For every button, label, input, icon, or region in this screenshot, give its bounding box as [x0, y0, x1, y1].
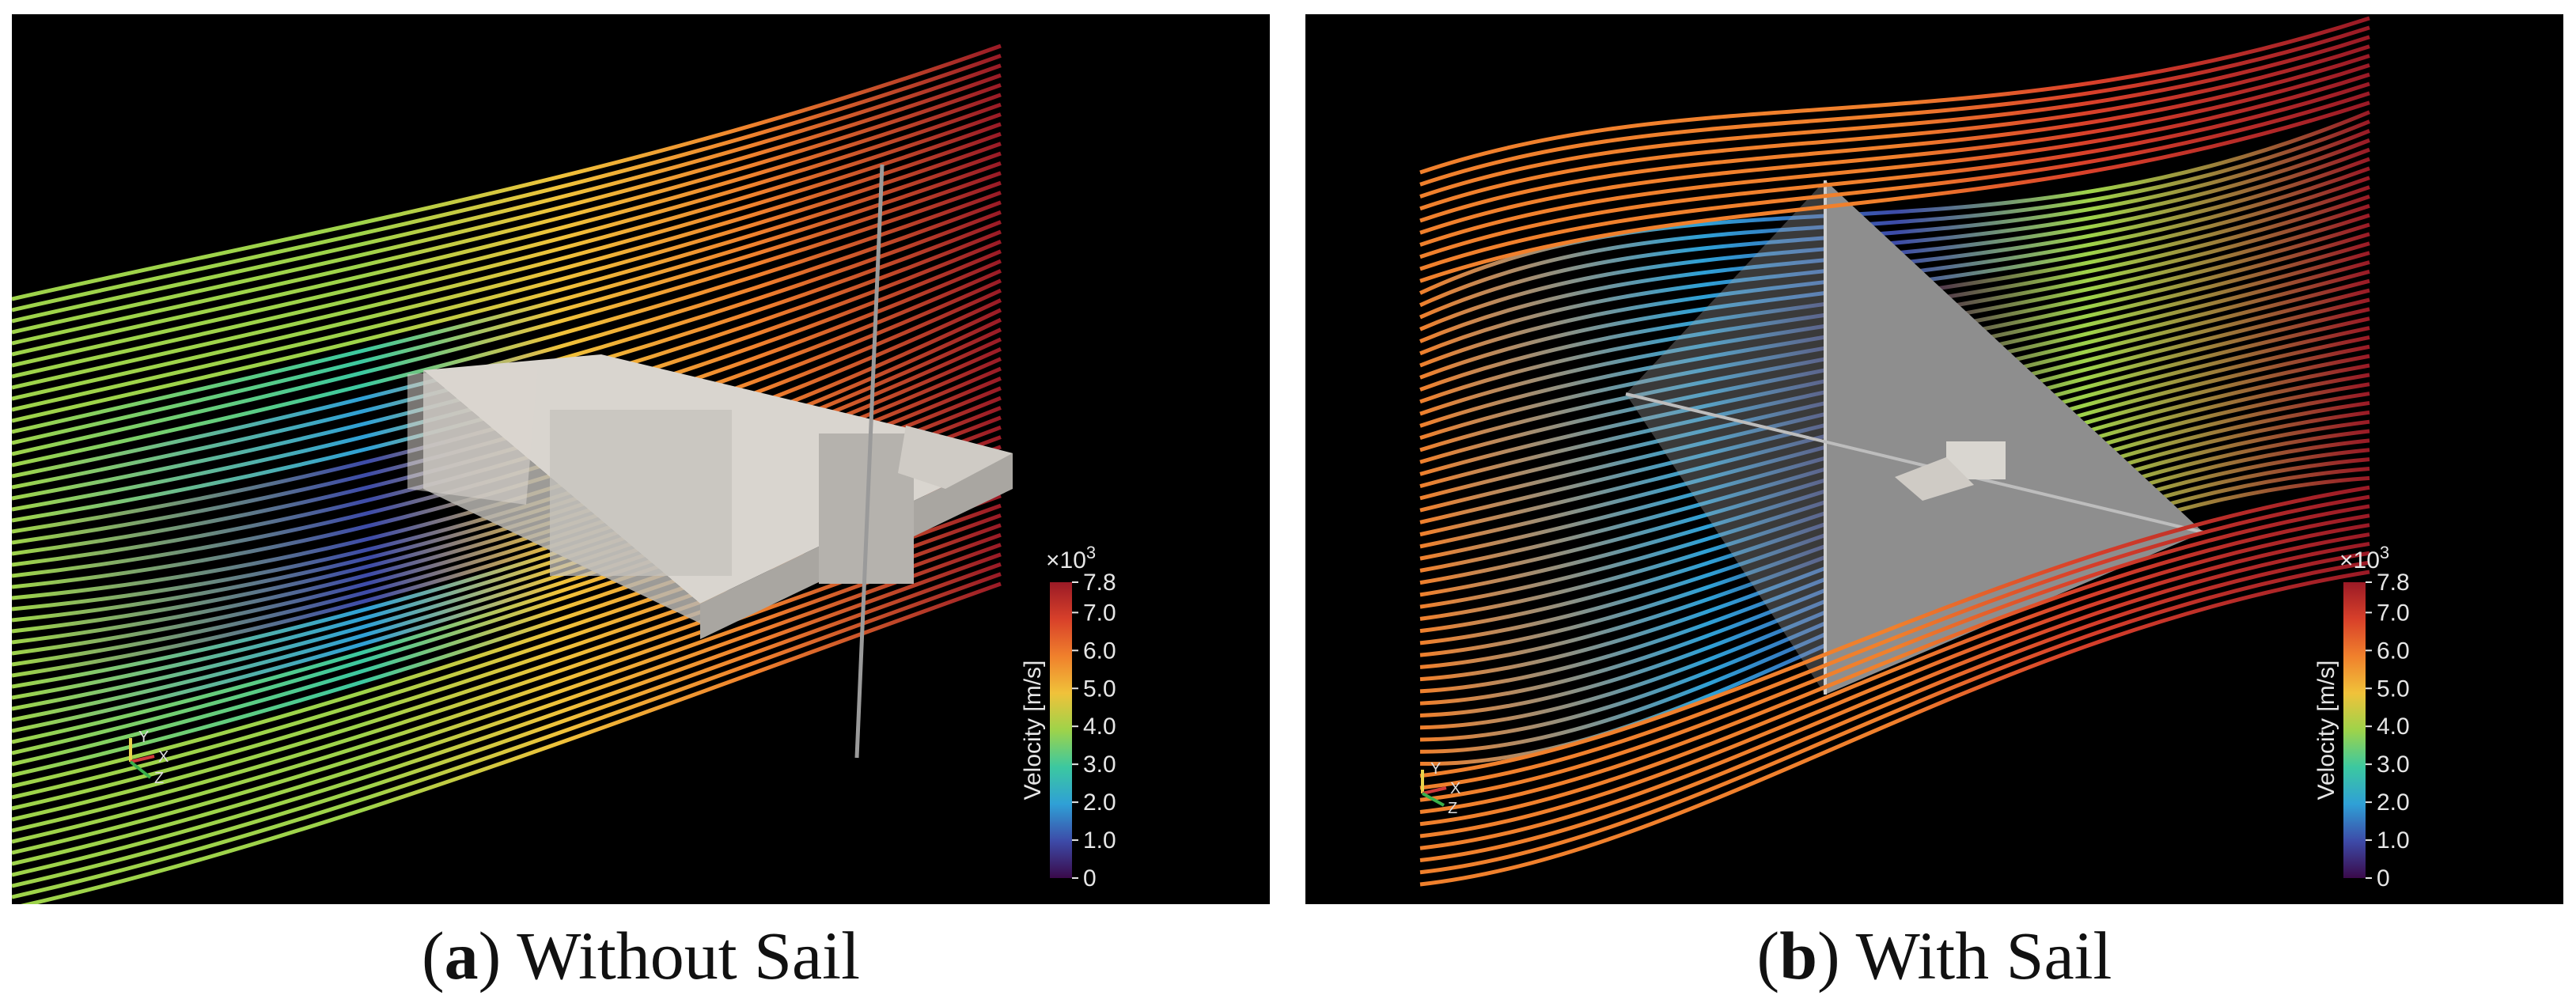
axis-x-label: X [158, 748, 169, 766]
streamline [12, 543, 1002, 866]
colorbar-tick-label: 4.0 [2377, 714, 2410, 740]
panel-b-with-sail: ×103 7.8 7.0 6.0 5.0 4.0 3.0 2.0 1.0 0 Velocity [m… [1305, 14, 2563, 904]
streamline [12, 161, 1002, 434]
axis-y-label: Y [138, 729, 149, 746]
streamline [1419, 513, 2370, 814]
streamline [1419, 523, 2370, 827]
axis-x-label: X [1450, 780, 1460, 797]
streamline [12, 337, 1002, 634]
caption-b-letter: b [1779, 918, 1818, 994]
streamline [12, 142, 1002, 412]
streamline [12, 63, 1002, 324]
streamline [12, 552, 1002, 877]
streamline [1419, 62, 2370, 235]
colorbar-tick-label: 3.0 [2377, 751, 2410, 778]
colorbar-title: Velocity [m/s] [2313, 661, 2339, 801]
streamline [12, 151, 1002, 423]
streamline [1419, 81, 2370, 259]
colorbar-tick-label: 3.0 [1083, 751, 1116, 778]
streamline [12, 93, 1002, 357]
streamline [1419, 91, 2370, 271]
streamline [1419, 570, 2370, 887]
streamline [1419, 494, 2370, 790]
colorbar-tick-label: 6.0 [1083, 638, 1116, 664]
colorbar-tick-label: 2.0 [1083, 789, 1116, 816]
colorbar-tick-label: 2.0 [2377, 789, 2410, 816]
colorbar-tick-label: 0 [1083, 865, 1097, 892]
colorbar-gradient [2343, 582, 2366, 878]
cubesat-body [407, 164, 1013, 759]
caption-a-letter: a [444, 918, 479, 994]
colorbar-tick-label: 7.0 [2377, 600, 2410, 626]
drag-sail [1625, 180, 2204, 695]
caption-b: (b) With Sail [1756, 918, 2112, 994]
streamline [12, 73, 1002, 335]
caption-b-text: With Sail [1855, 918, 2112, 994]
streamline [12, 83, 1002, 346]
streamline [1419, 72, 2370, 247]
streamline [12, 327, 1002, 623]
streamline [12, 532, 1002, 855]
streamline [1419, 100, 2370, 283]
streamline [12, 180, 1002, 456]
streamline [1419, 560, 2370, 875]
streamline [12, 44, 1002, 301]
streamline [12, 131, 1002, 401]
streamline [1419, 54, 2370, 223]
streamline [1419, 551, 2370, 862]
streamline [12, 191, 1002, 468]
streamline [1419, 532, 2370, 839]
colorbar-tick-label: 5.0 [2377, 676, 2410, 702]
colorbar-tick-label: 6.0 [2377, 638, 2410, 664]
axis-y-label: Y [1430, 760, 1441, 778]
axis-z-label: Z [154, 770, 164, 787]
streamline [12, 562, 1002, 888]
colorbar-tick-label: 1.0 [1083, 827, 1116, 854]
colorbar-multiplier: ×103 [1046, 543, 1096, 574]
streamline [1419, 44, 2370, 211]
streamline [12, 122, 1002, 390]
colorbar-tick-label: 7.8 [2377, 570, 2410, 596]
streamline [12, 54, 1002, 312]
streamline [12, 112, 1002, 379]
axis-z-label: Z [1448, 800, 1457, 817]
streamline [20, 581, 1002, 904]
streamline [1419, 25, 2370, 187]
streamline [12, 171, 1002, 445]
streamline [1419, 16, 2370, 175]
streamline [1419, 504, 2370, 802]
colorbar-tick-label: 7.0 [1083, 600, 1116, 626]
streamline [1419, 35, 2370, 199]
colorbar-tick-label: 0 [2377, 865, 2390, 892]
axes-triad-b: Y X Z [1421, 760, 1460, 817]
caption-a: (a) Without Sail [422, 918, 860, 994]
streamline [12, 572, 1002, 899]
streamlines-b-front [1419, 16, 2370, 887]
colorbar-tick-label: 5.0 [1083, 676, 1116, 702]
antenna [854, 164, 885, 759]
colorbar-title: Velocity [m/s] [1020, 661, 1046, 801]
axes-triad-a: Y X Z [129, 729, 169, 787]
colorbar-tick-label: 7.8 [1083, 570, 1116, 596]
panel-a-without-sail: ×103 7.8 7.0 6.0 5.0 4.0 3.0 2.0 1.0 0 Velocity [m… [12, 14, 1270, 904]
streamline [12, 102, 1002, 368]
streamline [1419, 485, 2370, 778]
colorbar-gradient [1050, 582, 1072, 878]
colorbar-multiplier: ×103 [2339, 543, 2389, 574]
colorbar-tick-label: 1.0 [2377, 827, 2410, 854]
caption-a-text: Without Sail [517, 918, 860, 994]
colorbar-tick-label: 4.0 [1083, 714, 1116, 740]
streamline [1419, 541, 2370, 850]
